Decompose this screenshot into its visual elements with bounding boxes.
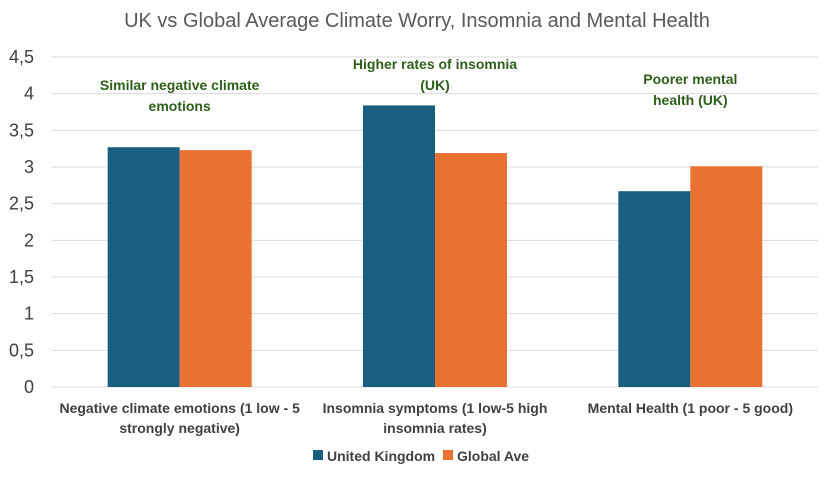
annotation-text: Poorer mental <box>643 71 737 87</box>
annotation-text: Higher rates of insomnia <box>353 56 517 72</box>
annotation-text: Similar negative climate <box>100 77 260 93</box>
y-tick-label: 4,5 <box>9 47 34 67</box>
legend: United Kingdom Global Ave <box>313 448 529 464</box>
y-tick-label: 4 <box>24 84 34 104</box>
y-tick-label: 0 <box>24 377 34 397</box>
annotation-text: health (UK) <box>653 92 728 108</box>
chart-title: UK vs Global Average Climate Worry, Inso… <box>124 10 710 32</box>
legend-label: United Kingdom <box>327 448 435 464</box>
bar-global-ave <box>179 150 252 387</box>
y-axis: 0 0,5 1 1,5 2 2,5 3 3,5 4 4,5 <box>9 47 34 397</box>
bars <box>107 105 763 388</box>
x-tick-label: Mental Health (1 poor - 5 good) <box>588 400 793 416</box>
y-tick-label: 3 <box>24 157 34 177</box>
y-tick-label: 2 <box>24 230 34 250</box>
y-tick-label: 3,5 <box>9 120 34 140</box>
legend-swatch <box>443 450 453 460</box>
annotation-text: (UK) <box>420 77 450 93</box>
y-tick-label: 1 <box>24 304 34 324</box>
bar-global-ave <box>435 153 507 387</box>
legend-label: Global Ave <box>457 448 529 464</box>
y-tick-label: 2,5 <box>9 194 34 214</box>
bar-global-ave <box>690 166 763 387</box>
bar-united-kingdom <box>618 191 691 387</box>
y-tick-label: 1,5 <box>9 267 34 287</box>
x-tick-label: Negative climate emotions (1 low - 5 <box>59 400 300 416</box>
legend-swatch <box>313 450 323 460</box>
x-axis: Negative climate emotions (1 low - 5 stro… <box>59 400 793 436</box>
bar-united-kingdom <box>363 105 435 388</box>
y-tick-label: 0,5 <box>9 340 34 360</box>
x-tick-label: insomnia rates) <box>383 420 486 436</box>
x-tick-label: strongly negative) <box>119 420 240 436</box>
bar-united-kingdom <box>107 147 180 387</box>
annotations: Similar negative climate emotions Higher r… <box>100 56 738 114</box>
annotation-text: emotions <box>149 98 211 114</box>
x-tick-label: Insomnia symptoms (1 low-5 high <box>323 400 548 416</box>
